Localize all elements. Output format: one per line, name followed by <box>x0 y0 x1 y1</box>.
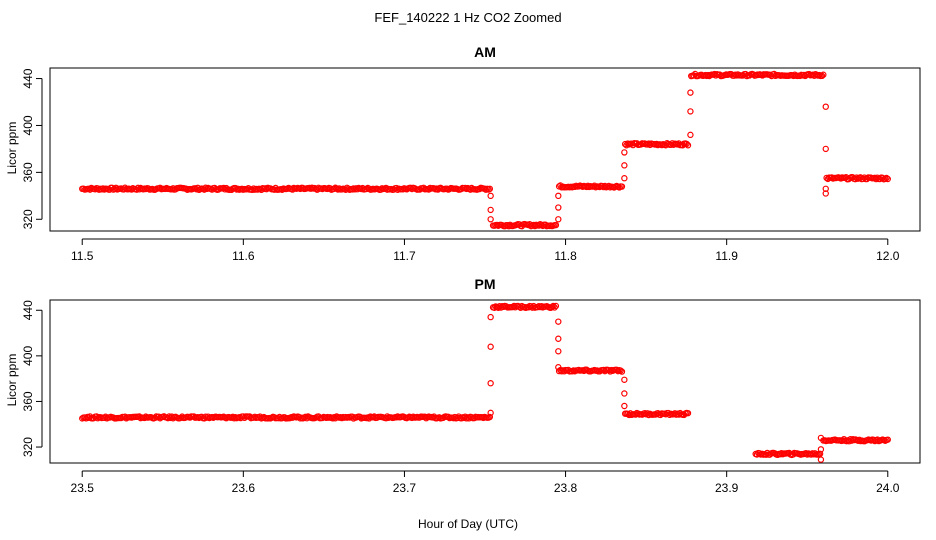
pm-y-tick-label: 440 <box>21 300 35 320</box>
pm-x-tick-label: 23.8 <box>554 481 578 495</box>
am-x-tick-label: 11.9 <box>715 249 738 263</box>
pm-transition-point <box>817 434 825 442</box>
am-y-tick-label: 320 <box>21 209 35 229</box>
am-data-point <box>883 174 890 182</box>
am-x-tick-label: 12.0 <box>876 249 900 263</box>
am-x-tick-label: 11.7 <box>393 249 416 263</box>
am-panel: AM Licor ppm 11.5 11.6 11.7 11.8 11.9 12.0 32… <box>5 44 921 263</box>
pm-transition-point <box>621 390 628 397</box>
pm-transition-point <box>487 380 494 387</box>
am-transition-point <box>822 185 829 192</box>
pm-panel: PM Licor ppm 23.5 23.6 23.7 23.8 23.9 24.0 32… <box>5 276 921 495</box>
am-x-tick-label: 11.5 <box>71 249 94 263</box>
pm-transition-point <box>555 335 562 342</box>
am-data-point <box>486 185 494 193</box>
pm-y-tick-label: 360 <box>21 391 35 411</box>
am-transition-point <box>621 162 628 169</box>
figure-x-axis-label: Hour of Day (UTC) <box>418 517 518 531</box>
pm-transition-point <box>817 446 825 453</box>
pm-data-point <box>550 302 557 310</box>
pm-transition-point <box>621 402 628 410</box>
am-transition-point <box>555 192 562 200</box>
am-plot-frame <box>49 67 921 232</box>
am-data-point <box>683 140 690 148</box>
pm-y-axis-label: Licor ppm <box>5 354 19 407</box>
am-data-point <box>552 221 560 229</box>
pm-data-point <box>618 368 626 375</box>
am-y-tick-label: 360 <box>21 162 35 182</box>
am-y-axis: 320 360 400 440 <box>21 68 43 229</box>
pm-data-series <box>79 302 891 463</box>
pm-transition-point <box>487 343 494 350</box>
pm-panel-title: PM <box>475 276 496 292</box>
am-transition-point <box>822 145 829 153</box>
pm-x-tick-label: 24.0 <box>876 481 900 495</box>
pm-x-tick-label: 23.7 <box>393 481 417 495</box>
pm-transition-point <box>621 376 628 383</box>
pm-data-point <box>684 409 692 417</box>
pm-data-point <box>552 302 560 310</box>
am-y-tick-label: 440 <box>21 68 35 88</box>
am-transition-point <box>621 149 628 156</box>
am-y-tick-label: 400 <box>21 115 35 135</box>
am-data-point <box>531 222 539 230</box>
pm-y-tick-label: 320 <box>21 437 35 457</box>
pm-data-point <box>816 450 824 457</box>
am-y-axis-label: Licor ppm <box>5 122 19 175</box>
pm-plot-frame <box>49 299 921 464</box>
pm-x-tick-label: 23.9 <box>715 481 739 495</box>
am-transition-point <box>687 108 694 115</box>
pm-data-point <box>551 304 558 311</box>
am-data-point <box>618 183 626 190</box>
am-data-point <box>818 72 826 80</box>
figure-title: FEF_140222 1 Hz CO2 Zoomed <box>374 10 561 25</box>
am-x-tick-label: 11.6 <box>232 249 255 263</box>
am-x-tick-label: 11.8 <box>554 249 577 263</box>
pm-x-axis: 23.5 23.6 23.7 23.8 23.9 24.0 <box>71 470 900 495</box>
am-transition-point <box>687 131 694 139</box>
am-data-point <box>820 71 827 78</box>
am-transition-point <box>555 216 562 223</box>
am-transition-point <box>621 175 628 182</box>
pm-data-point <box>884 436 891 443</box>
am-transition-point <box>487 216 494 223</box>
am-data-series <box>79 70 891 230</box>
am-data-point <box>684 142 692 149</box>
pm-transition-point <box>555 364 562 371</box>
am-data-point <box>884 175 891 183</box>
pm-data-point <box>614 367 622 375</box>
pm-y-axis: 320 360 400 440 <box>21 300 43 457</box>
am-transition-point <box>487 206 494 214</box>
pm-transition-point <box>555 348 562 355</box>
am-x-axis: 11.5 11.6 11.7 11.8 11.9 12.0 <box>71 238 900 263</box>
pm-data-point <box>486 413 494 421</box>
pm-transition-point <box>555 318 562 325</box>
pm-transition-point <box>487 409 494 417</box>
am-transition-point <box>687 89 694 96</box>
am-transition-point <box>555 204 562 211</box>
pm-transition-point <box>817 456 825 463</box>
pm-x-tick-label: 23.5 <box>71 481 95 495</box>
am-transition-point <box>822 103 829 110</box>
pm-transition-point <box>487 313 494 321</box>
pm-y-tick-label: 400 <box>21 346 35 366</box>
am-transition-point <box>487 192 494 200</box>
pm-x-tick-label: 23.6 <box>232 481 256 495</box>
pm-data-point <box>617 367 624 374</box>
am-panel-title: AM <box>474 44 496 60</box>
